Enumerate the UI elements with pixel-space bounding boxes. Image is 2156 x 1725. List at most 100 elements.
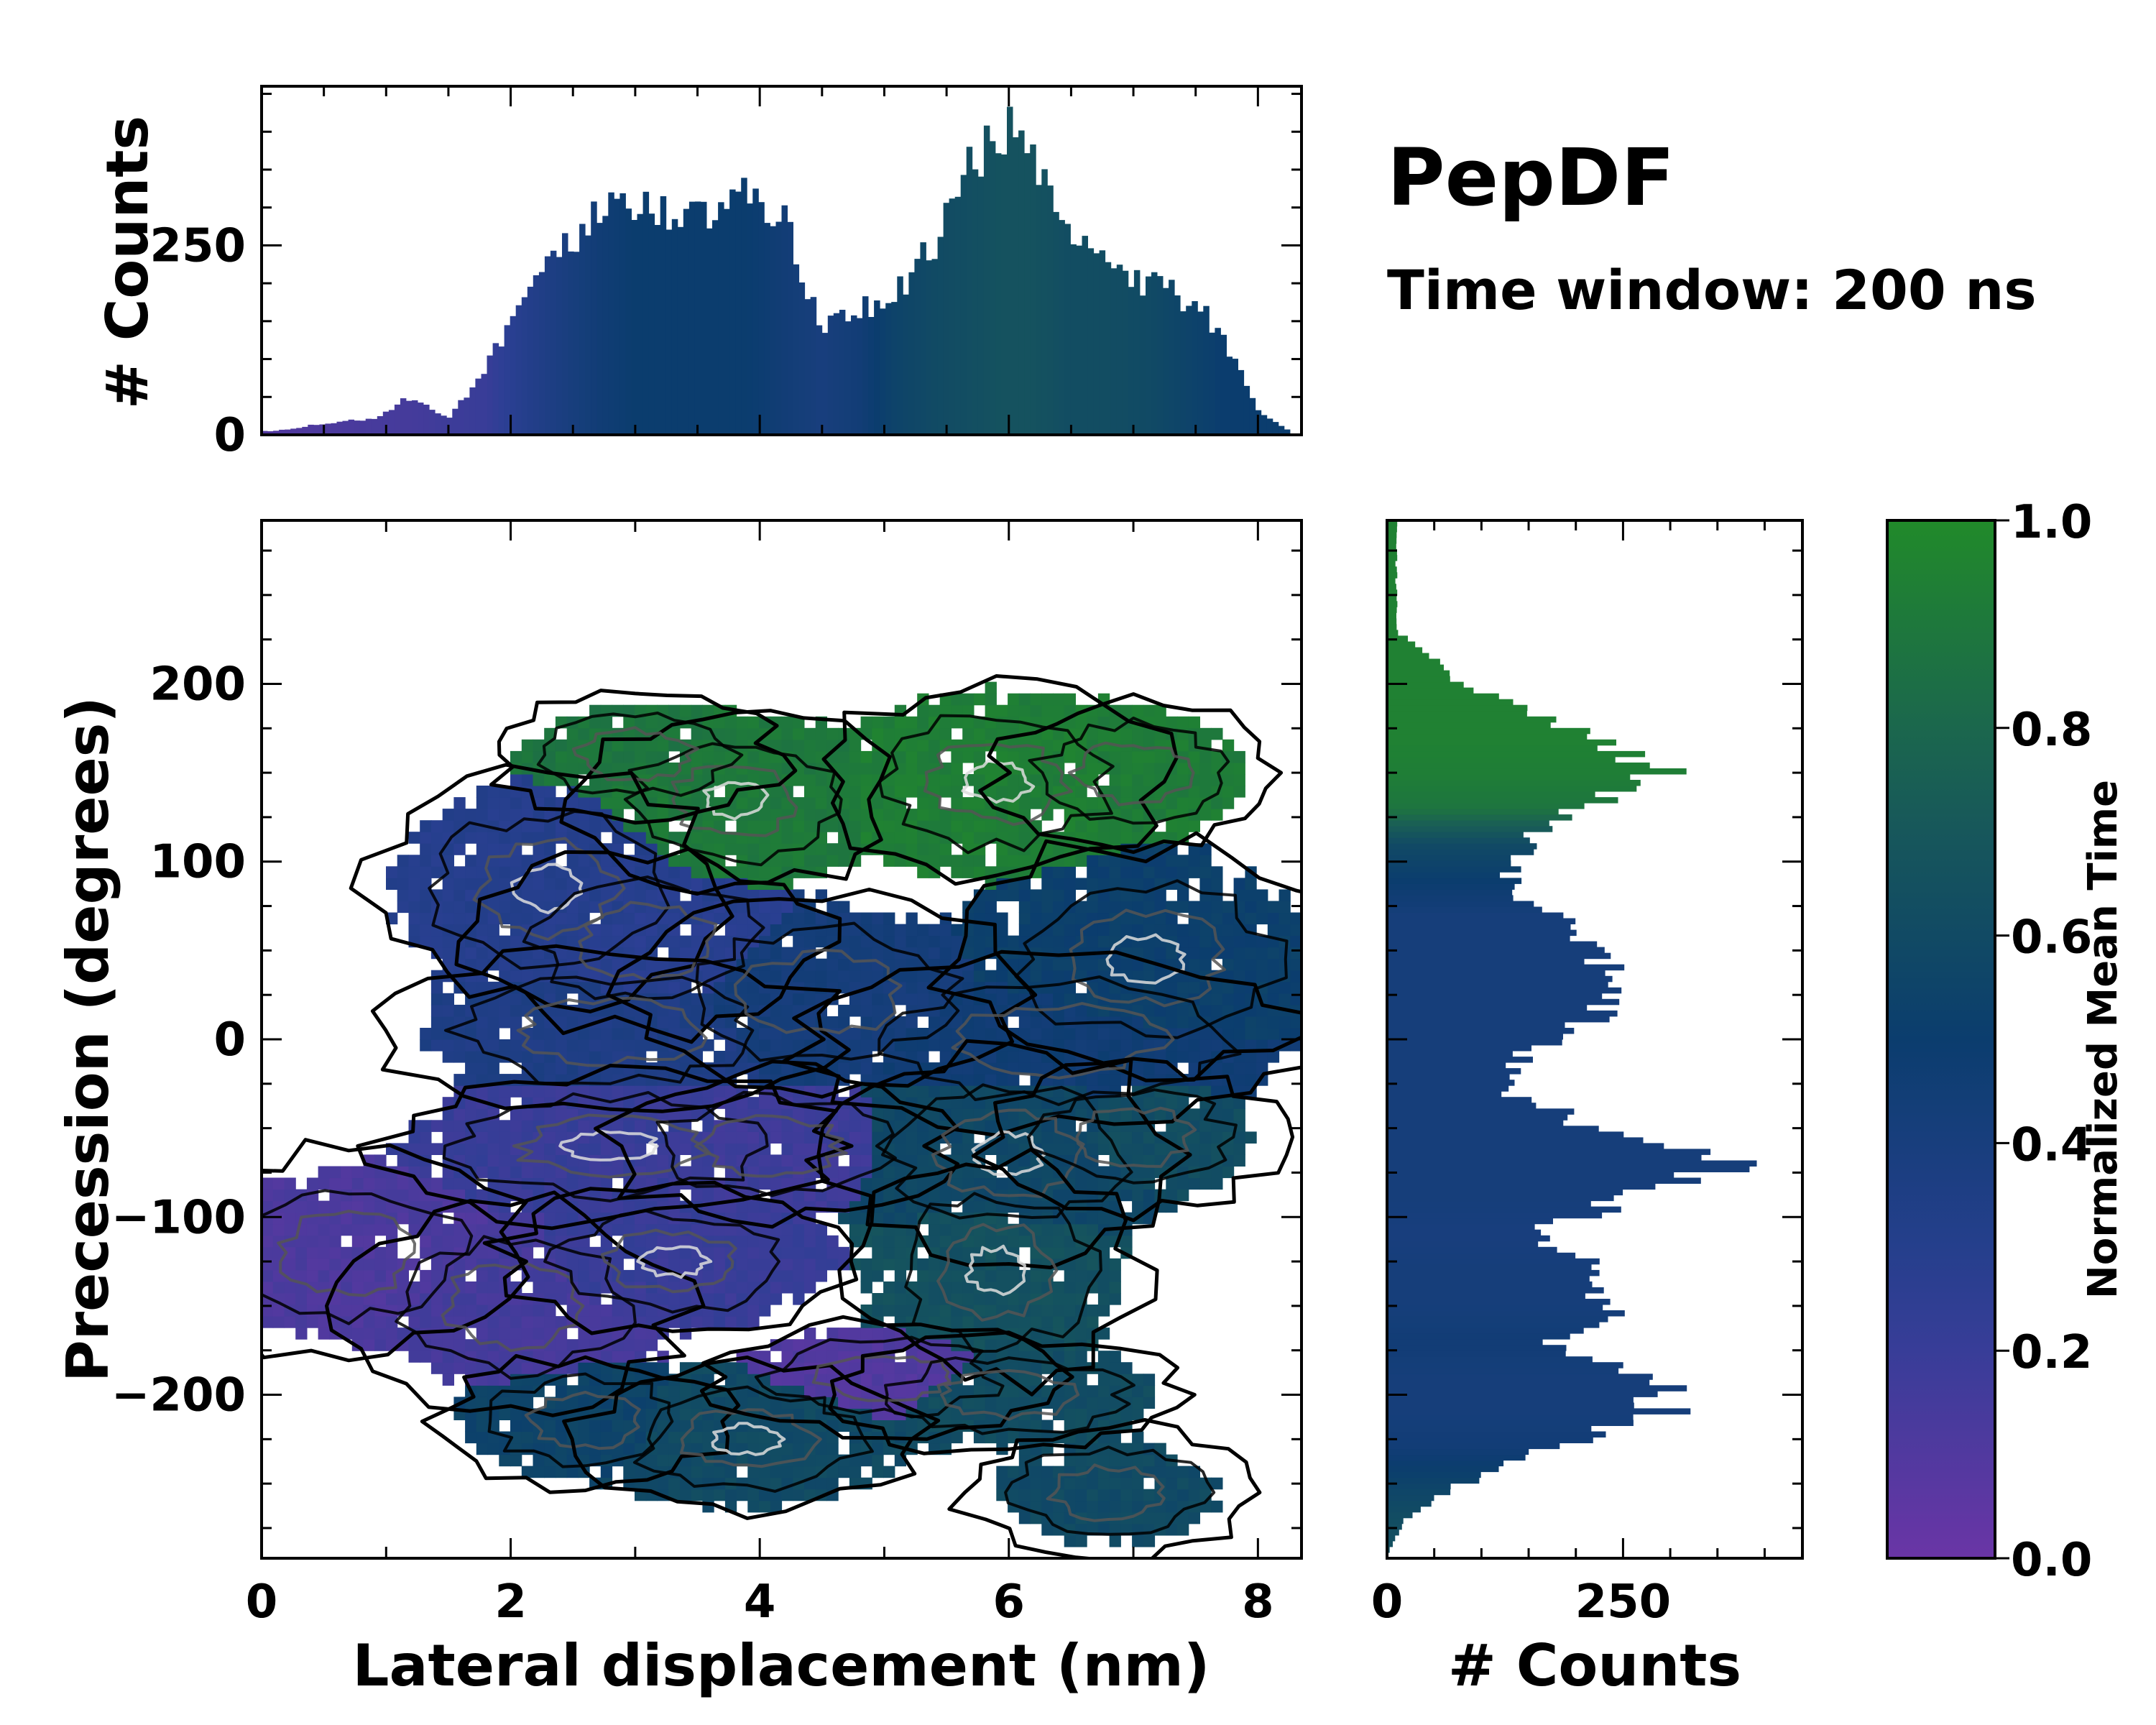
heatmap-cell: [962, 1293, 975, 1305]
heatmap-cell: [1132, 1016, 1144, 1029]
heatmap-cell: [1064, 1316, 1076, 1328]
heatmap-cell: [1177, 739, 1189, 752]
heatmap-cell: [544, 1466, 556, 1478]
heatmap-cell: [544, 1212, 556, 1225]
heatmap-cell: [962, 1397, 975, 1409]
heatmap-cell: [318, 1258, 330, 1271]
top-histogram-ytick-label: 0: [213, 409, 246, 462]
heatmap-cell: [499, 1085, 511, 1098]
heatmap-cell: [1064, 1305, 1076, 1317]
heatmap-cell: [566, 855, 579, 867]
heatmap-cell: [849, 1039, 862, 1052]
heatmap-cell: [453, 1177, 466, 1190]
heatmap-cell: [781, 1281, 793, 1294]
heatmap-cell: [939, 947, 952, 960]
heatmap-cell: [781, 855, 793, 867]
heatmap-cell: [1087, 1385, 1099, 1397]
heatmap-cell: [589, 935, 602, 948]
heatmap-cell: [962, 1316, 975, 1328]
heatmap-cell: [1018, 1051, 1031, 1063]
heatmap-cell: [623, 1028, 635, 1040]
heatmap-cell: [499, 1328, 511, 1340]
heatmap-cell: [408, 1189, 420, 1202]
heatmap-cell: [872, 1062, 884, 1075]
heatmap-cell: [510, 1051, 522, 1063]
heatmap-cell: [872, 716, 884, 729]
top-histogram-bar: [701, 201, 707, 435]
heatmap-cell: [635, 832, 647, 844]
heatmap-cell: [883, 1305, 895, 1317]
right-histogram-bar: [1387, 1466, 1499, 1473]
heatmap-cell: [1109, 993, 1121, 1006]
heatmap-cell: [770, 739, 783, 752]
heatmap-cell: [747, 750, 760, 763]
heatmap-cell: [759, 843, 771, 855]
heatmap-cell: [1041, 1500, 1054, 1513]
heatmap-cell: [1154, 981, 1166, 994]
heatmap-cell: [1177, 981, 1189, 994]
heatmap-cell: [951, 762, 963, 775]
heatmap-cell: [1087, 1454, 1099, 1467]
right-histogram-bar: [1387, 1477, 1480, 1484]
top-histogram-bar: [908, 272, 915, 435]
heatmap-cell: [1041, 889, 1054, 901]
heatmap-cell: [476, 924, 489, 937]
heatmap-cell: [544, 889, 556, 901]
heatmap-cell: [1041, 693, 1054, 706]
heatmap-cell: [793, 1293, 805, 1305]
heatmap-cell: [499, 1131, 511, 1144]
heatmap-cell: [929, 993, 941, 1006]
heatmap-cell: [939, 1305, 952, 1317]
heatmap-cell: [781, 1223, 793, 1236]
heatmap-cell: [996, 1281, 1008, 1294]
heatmap-cell: [329, 1223, 341, 1236]
heatmap-cell: [996, 1235, 1008, 1248]
heatmap-cell: [1075, 1397, 1087, 1409]
heatmap-cell: [600, 1466, 613, 1478]
heatmap-cell: [284, 1316, 296, 1328]
heatmap-cell: [939, 1085, 952, 1098]
heatmap-cell: [1245, 1039, 1257, 1052]
heatmap-cell: [420, 1143, 432, 1155]
heatmap-cell: [770, 1154, 783, 1167]
heatmap-cell: [351, 1269, 364, 1282]
heatmap-cell: [657, 739, 669, 752]
top-histogram-bar: [1041, 169, 1048, 435]
heatmap-cell: [623, 704, 635, 717]
heatmap-cell: [747, 1258, 760, 1271]
heatmap-cell: [1166, 1189, 1178, 1202]
heatmap-cell: [1245, 1062, 1257, 1075]
heatmap-cell: [894, 1039, 907, 1052]
heatmap-cell: [521, 1108, 534, 1121]
heatmap-cell: [781, 1235, 793, 1248]
heatmap-cell: [318, 1328, 330, 1340]
heatmap-cell: [578, 1028, 590, 1040]
heatmap-cell: [442, 1108, 454, 1121]
right-histogram-bar: [1387, 1448, 1529, 1455]
heatmap-cell: [487, 912, 499, 925]
heatmap-cell: [555, 1108, 568, 1121]
heatmap-cell: [826, 958, 839, 971]
heatmap-cell: [724, 1235, 737, 1248]
top-histogram-bar: [724, 208, 730, 435]
heatmap-cell: [1041, 762, 1054, 775]
heatmap-cell: [679, 762, 692, 775]
heatmap-cell: [612, 797, 624, 809]
top-histogram-bar: [787, 221, 793, 435]
heatmap-cell: [894, 1108, 907, 1121]
heatmap-cell: [1064, 1535, 1076, 1547]
heatmap-cell: [781, 1004, 793, 1017]
top-histogram-bar: [400, 398, 407, 435]
heatmap-cell: [1041, 1235, 1054, 1248]
heatmap-cell: [341, 1246, 353, 1259]
heatmap-cell: [1143, 901, 1156, 914]
heatmap-cell: [860, 1454, 872, 1467]
top-histogram-bar: [625, 208, 632, 435]
top-histogram-bar: [498, 346, 505, 435]
heatmap-cell: [849, 774, 862, 786]
heatmap-cell: [533, 1466, 545, 1478]
heatmap-cell: [487, 797, 499, 809]
heatmap-cell: [374, 1316, 387, 1328]
heatmap-cell: [657, 820, 669, 832]
heatmap-cell: [815, 958, 827, 971]
